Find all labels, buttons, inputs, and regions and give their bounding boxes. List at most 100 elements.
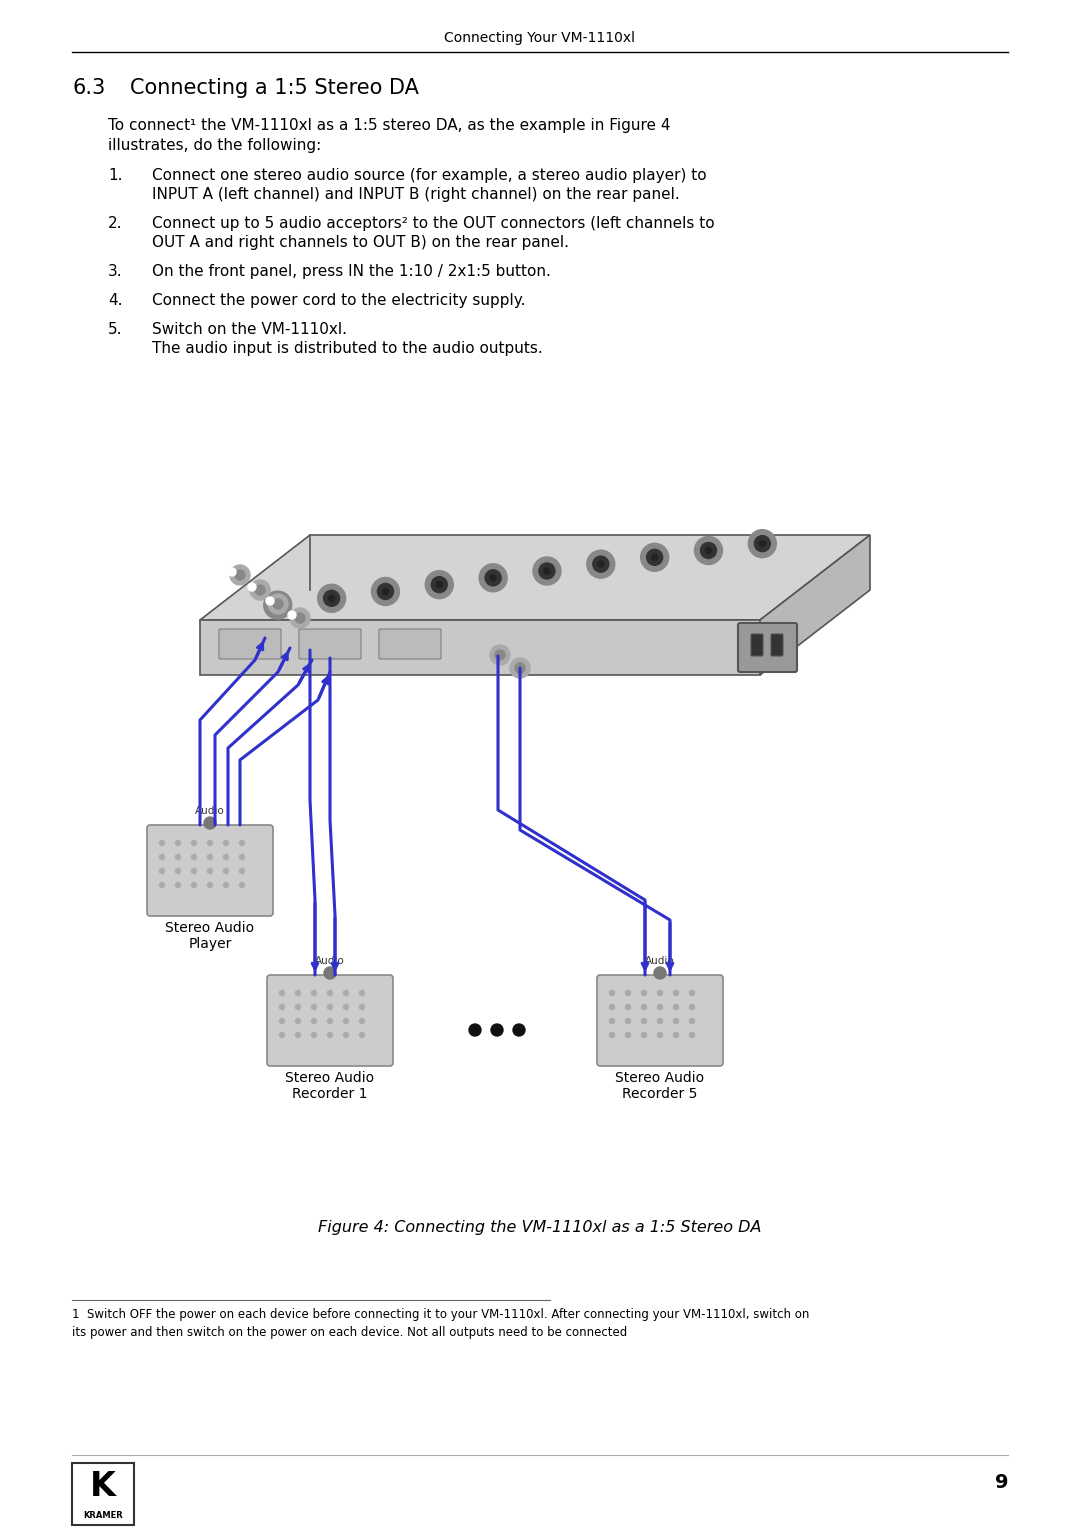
Circle shape — [160, 841, 164, 846]
Circle shape — [539, 563, 555, 579]
Circle shape — [625, 1018, 631, 1023]
Circle shape — [296, 991, 300, 995]
Circle shape — [658, 1018, 662, 1023]
Circle shape — [328, 595, 335, 601]
Circle shape — [280, 991, 284, 995]
Text: Recorder 1: Recorder 1 — [293, 1087, 368, 1101]
Text: Player: Player — [188, 937, 232, 951]
Circle shape — [296, 1018, 300, 1023]
Circle shape — [191, 841, 197, 846]
Text: Audio: Audio — [645, 956, 675, 966]
Circle shape — [372, 578, 400, 605]
Circle shape — [689, 1005, 694, 1009]
Circle shape — [748, 529, 777, 558]
Text: K: K — [90, 1469, 116, 1503]
Circle shape — [625, 1005, 631, 1009]
Circle shape — [224, 855, 229, 859]
Circle shape — [654, 966, 666, 979]
Polygon shape — [760, 535, 870, 674]
Circle shape — [318, 584, 346, 612]
Circle shape — [642, 1032, 647, 1038]
Text: 3.: 3. — [108, 265, 123, 278]
Text: 6.3: 6.3 — [72, 78, 105, 98]
Text: On the front panel, press IN the 1:10 / 2x1:5 button.: On the front panel, press IN the 1:10 / … — [152, 265, 551, 278]
Circle shape — [491, 1024, 503, 1037]
Circle shape — [295, 613, 305, 622]
Circle shape — [705, 547, 712, 553]
FancyBboxPatch shape — [751, 635, 762, 656]
Circle shape — [360, 991, 365, 995]
Circle shape — [249, 579, 270, 599]
FancyBboxPatch shape — [738, 622, 797, 673]
Text: its power and then switch on the power on each device. Not all outputs need to b: its power and then switch on the power o… — [72, 1326, 627, 1339]
Circle shape — [469, 1024, 481, 1037]
Text: Stereo Audio: Stereo Audio — [165, 920, 255, 936]
Circle shape — [160, 868, 164, 873]
Circle shape — [343, 1032, 349, 1038]
Circle shape — [640, 543, 669, 572]
Circle shape — [311, 991, 316, 995]
Circle shape — [204, 816, 216, 829]
Text: Audio: Audio — [315, 956, 345, 966]
Text: 4.: 4. — [108, 294, 122, 307]
Circle shape — [175, 882, 180, 887]
Circle shape — [436, 581, 443, 587]
Text: 1.: 1. — [108, 168, 122, 183]
Text: 9: 9 — [995, 1474, 1008, 1492]
FancyBboxPatch shape — [267, 976, 393, 1066]
Circle shape — [495, 650, 505, 661]
Circle shape — [224, 841, 229, 846]
Circle shape — [274, 602, 281, 609]
Text: Connect up to 5 audio acceptors² to the OUT connectors (left channels to: Connect up to 5 audio acceptors² to the … — [152, 216, 715, 231]
Circle shape — [642, 1018, 647, 1023]
Circle shape — [280, 1005, 284, 1009]
Circle shape — [694, 537, 723, 564]
Circle shape — [598, 561, 604, 567]
Circle shape — [586, 550, 615, 578]
Circle shape — [689, 991, 694, 995]
Circle shape — [224, 882, 229, 887]
Circle shape — [544, 567, 550, 573]
FancyBboxPatch shape — [147, 826, 273, 916]
Circle shape — [490, 575, 496, 581]
Circle shape — [658, 991, 662, 995]
Circle shape — [360, 1005, 365, 1009]
FancyBboxPatch shape — [379, 628, 441, 659]
Circle shape — [480, 564, 508, 592]
Circle shape — [224, 868, 229, 873]
Circle shape — [324, 590, 339, 607]
Circle shape — [343, 1018, 349, 1023]
Circle shape — [266, 596, 274, 605]
Circle shape — [674, 1005, 678, 1009]
Circle shape — [510, 657, 530, 677]
Circle shape — [377, 584, 393, 599]
Circle shape — [311, 1032, 316, 1038]
Circle shape — [255, 586, 265, 595]
Text: Connect one stereo audio source (for example, a stereo audio player) to: Connect one stereo audio source (for exa… — [152, 168, 706, 183]
Circle shape — [327, 1032, 333, 1038]
Circle shape — [327, 991, 333, 995]
Circle shape — [288, 612, 296, 619]
Text: Stereo Audio: Stereo Audio — [285, 1070, 375, 1086]
Circle shape — [324, 966, 336, 979]
Circle shape — [658, 1032, 662, 1038]
Circle shape — [490, 645, 510, 665]
Circle shape — [296, 1005, 300, 1009]
Circle shape — [485, 570, 501, 586]
Circle shape — [609, 991, 615, 995]
Circle shape — [268, 593, 288, 615]
Polygon shape — [200, 535, 870, 619]
Circle shape — [230, 566, 249, 586]
Text: Connect the power cord to the electricity supply.: Connect the power cord to the electricit… — [152, 294, 526, 307]
Circle shape — [343, 1005, 349, 1009]
Text: Connecting a 1:5 Stereo DA: Connecting a 1:5 Stereo DA — [130, 78, 419, 98]
Circle shape — [228, 567, 237, 576]
Circle shape — [175, 841, 180, 846]
Circle shape — [291, 609, 310, 628]
Circle shape — [431, 576, 447, 593]
Circle shape — [264, 592, 292, 619]
Circle shape — [674, 991, 678, 995]
Circle shape — [273, 599, 283, 609]
Circle shape — [689, 1018, 694, 1023]
Circle shape — [532, 557, 561, 586]
